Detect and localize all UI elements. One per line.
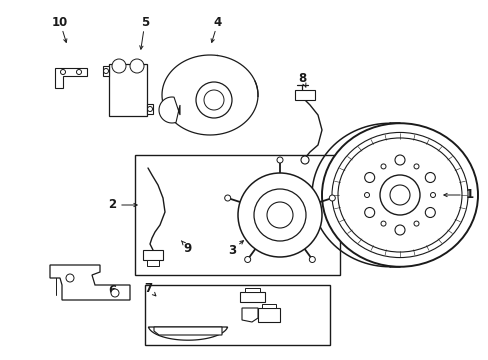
Circle shape [253, 189, 305, 241]
Polygon shape [294, 90, 314, 100]
Polygon shape [147, 260, 159, 266]
Text: 5: 5 [141, 15, 149, 28]
Circle shape [309, 256, 315, 262]
Polygon shape [154, 327, 222, 335]
Circle shape [203, 90, 224, 110]
Polygon shape [159, 97, 180, 123]
Polygon shape [244, 288, 260, 292]
Polygon shape [148, 327, 227, 340]
Polygon shape [109, 64, 147, 116]
Circle shape [111, 289, 119, 297]
Text: 1: 1 [465, 189, 473, 202]
Circle shape [394, 155, 404, 165]
Polygon shape [147, 104, 153, 114]
Circle shape [224, 195, 230, 201]
Circle shape [328, 195, 335, 201]
Circle shape [112, 59, 126, 73]
Circle shape [364, 207, 374, 217]
Circle shape [301, 156, 308, 164]
Circle shape [380, 164, 385, 169]
Text: 8: 8 [297, 72, 305, 85]
Circle shape [66, 274, 74, 282]
Circle shape [394, 225, 404, 235]
Circle shape [379, 175, 419, 215]
Circle shape [380, 221, 385, 226]
Polygon shape [162, 55, 258, 135]
Circle shape [413, 164, 418, 169]
Polygon shape [55, 68, 87, 88]
Polygon shape [258, 308, 280, 322]
Polygon shape [242, 308, 258, 322]
Circle shape [244, 256, 250, 262]
Polygon shape [50, 265, 130, 300]
Polygon shape [262, 304, 275, 308]
Circle shape [196, 82, 231, 118]
Text: 2: 2 [108, 198, 116, 211]
Polygon shape [142, 250, 163, 260]
Circle shape [364, 193, 369, 198]
Text: 6: 6 [108, 284, 116, 297]
Polygon shape [103, 66, 109, 76]
Circle shape [425, 207, 434, 217]
Polygon shape [240, 292, 264, 302]
Circle shape [276, 157, 283, 163]
Circle shape [130, 59, 143, 73]
Text: 9: 9 [183, 242, 192, 255]
Circle shape [266, 202, 292, 228]
Bar [135, 155, 339, 275]
Bar [145, 285, 329, 345]
Circle shape [238, 173, 321, 257]
Text: 10: 10 [52, 15, 68, 28]
Ellipse shape [321, 123, 477, 267]
Circle shape [389, 185, 409, 205]
Circle shape [413, 221, 418, 226]
Text: 7: 7 [143, 282, 152, 294]
Circle shape [425, 172, 434, 183]
Text: 4: 4 [213, 15, 222, 28]
Text: 3: 3 [227, 243, 236, 256]
Circle shape [429, 193, 435, 198]
Circle shape [364, 172, 374, 183]
